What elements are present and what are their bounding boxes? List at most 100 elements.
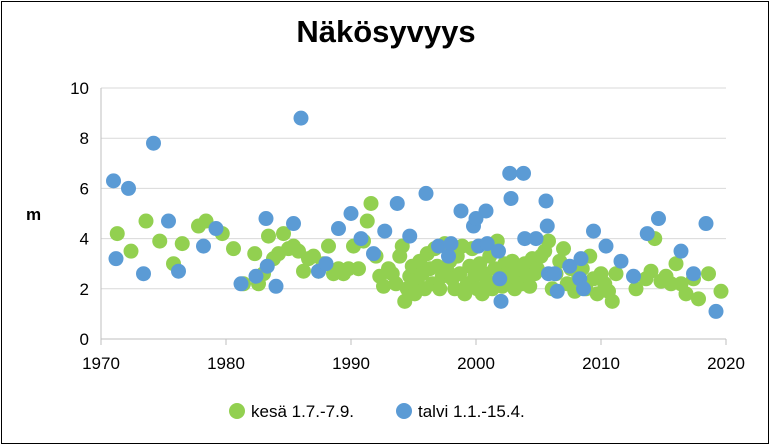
point-kesa xyxy=(541,233,556,249)
point-talvi xyxy=(576,281,591,297)
point-talvi xyxy=(613,253,629,269)
point-talvi xyxy=(353,231,369,247)
point-kesa xyxy=(276,226,291,242)
point-kesa xyxy=(123,243,139,259)
point-talvi xyxy=(258,211,274,227)
point-kesa xyxy=(678,286,694,302)
legend-label-talvi: talvi 1.1.-15.4. xyxy=(418,402,525,421)
point-talvi xyxy=(293,110,309,126)
point-kesa xyxy=(376,278,391,294)
point-kesa xyxy=(556,241,571,257)
point-talvi xyxy=(248,268,264,284)
point-kesa xyxy=(152,233,168,249)
point-talvi xyxy=(106,173,121,189)
point-kesa xyxy=(226,241,241,257)
x-tick-label: 2000 xyxy=(457,354,495,373)
point-kesa xyxy=(359,213,375,229)
point-talvi xyxy=(402,228,418,244)
legend-label-kesa: kesä 1.7.-7.9. xyxy=(251,402,354,421)
point-kesa xyxy=(432,281,448,297)
point-talvi xyxy=(136,266,151,282)
x-tick-label: 1990 xyxy=(332,354,370,373)
point-kesa xyxy=(713,283,729,299)
axes xyxy=(100,88,727,345)
point-talvi xyxy=(121,180,136,196)
point-kesa xyxy=(174,236,190,252)
point-talvi xyxy=(598,238,614,254)
point-kesa xyxy=(296,263,311,279)
point-kesa xyxy=(604,293,620,309)
point-talvi xyxy=(208,221,224,237)
y-tick-label: 4 xyxy=(80,230,89,249)
point-talvi xyxy=(453,203,469,219)
chart-title: Näkösyvyys xyxy=(296,14,476,49)
point-talvi xyxy=(586,223,601,239)
point-talvi xyxy=(478,203,494,219)
point-talvi xyxy=(502,165,518,181)
point-talvi xyxy=(686,266,701,282)
point-talvi xyxy=(493,293,509,309)
point-talvi xyxy=(528,231,544,247)
point-kesa xyxy=(608,266,624,282)
point-talvi xyxy=(441,248,456,264)
point-kesa xyxy=(261,228,276,244)
legend: kesä 1.7.-7.9. talvi 1.1.-15.4. xyxy=(229,402,525,421)
data-points xyxy=(106,110,729,319)
point-talvi xyxy=(708,303,724,319)
point-talvi xyxy=(377,223,393,239)
point-kesa xyxy=(321,238,336,254)
point-talvi xyxy=(547,266,563,282)
point-talvi xyxy=(108,251,124,267)
x-tick-label: 1970 xyxy=(82,354,120,373)
point-talvi xyxy=(171,263,186,279)
point-talvi xyxy=(516,165,531,181)
point-talvi xyxy=(562,258,578,274)
point-talvi xyxy=(366,246,381,262)
y-tick-label: 6 xyxy=(80,179,89,198)
point-kesa xyxy=(247,246,263,262)
point-talvi xyxy=(286,216,301,232)
point-kesa xyxy=(363,195,379,211)
y-tick-label: 0 xyxy=(80,330,89,349)
point-kesa xyxy=(691,291,706,307)
point-kesa xyxy=(138,213,154,229)
point-talvi xyxy=(146,135,161,151)
point-talvi xyxy=(639,226,655,242)
point-kesa xyxy=(351,261,366,277)
x-tick-label: 1980 xyxy=(207,354,245,373)
point-talvi xyxy=(431,238,446,254)
point-talvi xyxy=(196,238,211,254)
point-talvi xyxy=(443,236,459,252)
point-talvi xyxy=(539,218,555,234)
point-talvi xyxy=(418,185,434,201)
point-talvi xyxy=(479,236,495,252)
point-kesa xyxy=(701,266,716,282)
point-talvi xyxy=(538,193,554,209)
point-talvi xyxy=(268,278,284,294)
point-talvi xyxy=(161,213,176,229)
point-talvi xyxy=(549,283,565,299)
tick-labels: 0 2 4 6 8 10 1970 1980 1990 2000 2010 2020 xyxy=(70,79,745,373)
y-tick-label: 2 xyxy=(80,280,89,299)
point-talvi xyxy=(517,231,533,247)
y-tick-label: 10 xyxy=(70,79,89,98)
point-talvi xyxy=(259,258,275,274)
point-talvi xyxy=(389,195,405,211)
point-talvi xyxy=(331,221,346,237)
point-kesa xyxy=(529,261,545,277)
x-tick-label: 2020 xyxy=(707,354,745,373)
legend-marker-talvi xyxy=(396,403,412,419)
point-talvi xyxy=(673,243,689,259)
legend-marker-kesa xyxy=(229,403,245,419)
point-talvi xyxy=(491,243,506,259)
point-talvi xyxy=(492,271,508,287)
point-talvi xyxy=(233,276,249,292)
point-kesa xyxy=(668,256,684,272)
point-kesa xyxy=(388,276,404,292)
y-axis-label: m xyxy=(26,205,41,224)
point-kesa xyxy=(522,278,538,294)
point-talvi xyxy=(318,256,334,272)
point-kesa xyxy=(628,281,644,297)
